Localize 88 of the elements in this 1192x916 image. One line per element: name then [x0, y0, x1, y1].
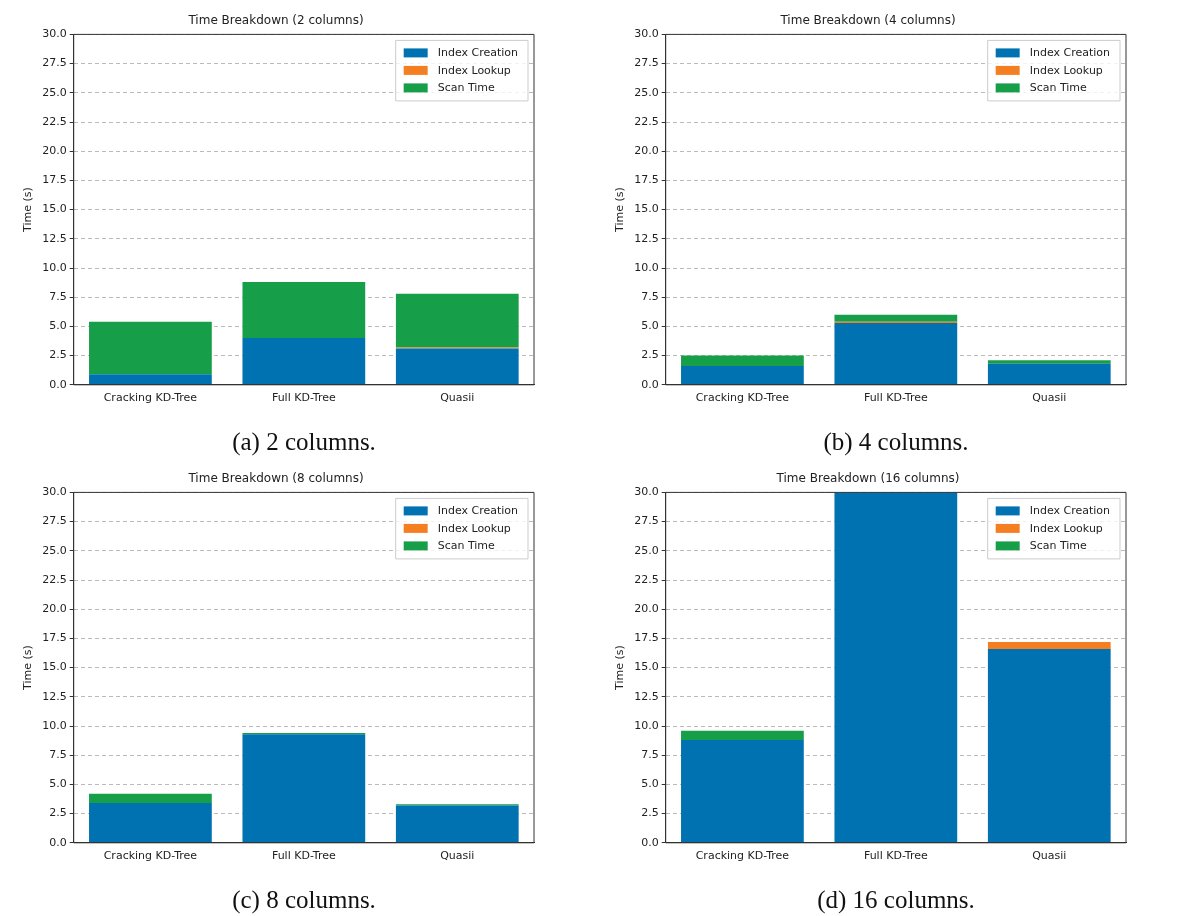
y-tick-label: 0.0: [641, 835, 659, 849]
x-tick-label: Quasii: [440, 849, 475, 863]
y-tick-label: 25.0: [42, 85, 67, 99]
y-tick-label: 10.0: [634, 260, 659, 274]
legend-label: Index Creation: [437, 46, 519, 60]
y-tick-label: 0.0: [49, 377, 67, 391]
y-tick-label: 15.0: [634, 660, 659, 674]
text: (c) 8 columns.: [231, 886, 377, 914]
y-tick-label: 12.5: [42, 689, 67, 703]
y-tick-label: 2.5: [641, 806, 659, 820]
y-tick-label: 27.5: [634, 56, 659, 70]
y-tick-label: 17.5: [42, 173, 67, 187]
y-tick-label: 17.5: [634, 631, 659, 645]
y-tick-label: 7.5: [641, 748, 659, 762]
y-tick-label: 15.0: [42, 660, 67, 674]
text: (b) 4 columns.: [822, 428, 970, 456]
chart-title: Time Breakdown (2 columns): [187, 13, 364, 28]
y-tick-label: 10.0: [42, 260, 67, 274]
y-tick-label: 17.5: [634, 173, 659, 187]
y-tick-label: 15.0: [634, 202, 659, 216]
y-tick-label: 20.0: [634, 144, 659, 158]
y-tick-label: 2.5: [641, 348, 659, 362]
legend-label: Index Lookup: [437, 63, 511, 77]
y-tick-label: 0.0: [49, 835, 67, 849]
y-tick-label: 22.5: [634, 572, 659, 586]
y-tick-label: 27.5: [42, 56, 67, 70]
legend-label: Index Lookup: [1029, 521, 1103, 535]
legend-label: Index Creation: [1029, 504, 1111, 518]
legend-label: Scan Time: [1029, 81, 1088, 95]
y-tick-label: 25.0: [42, 543, 67, 557]
legend-label: Index Lookup: [437, 521, 511, 535]
y-tick-label: 30.0: [634, 27, 659, 41]
legend-label: Scan Time: [437, 81, 496, 95]
x-tick-label: Cracking KD-Tree: [695, 849, 790, 863]
y-tick-label: 27.5: [42, 514, 67, 528]
y-tick-label: 12.5: [634, 689, 659, 703]
y-tick-label: 22.5: [42, 114, 67, 128]
y-tick-label: 7.5: [49, 748, 67, 762]
x-tick-label: Full KD-Tree: [271, 849, 337, 863]
y-tick-label: 25.0: [634, 543, 659, 557]
y-tick-label: 7.5: [641, 290, 659, 304]
y-tick-label: 20.0: [42, 144, 67, 158]
y-tick-label: 12.5: [634, 231, 659, 245]
x-tick-label: Full KD-Tree: [271, 391, 337, 405]
y-tick-label: 2.5: [49, 348, 67, 362]
chart-title: Time Breakdown (4 columns): [779, 13, 956, 28]
text: (a) 2 columns.: [231, 428, 377, 456]
legend-label: Scan Time: [1029, 539, 1088, 553]
y-tick-label: 5.0: [49, 777, 67, 791]
x-tick-label: Quasii: [1032, 849, 1067, 863]
y-tick-label: 2.5: [49, 806, 67, 820]
y-axis-title: Time (s): [21, 645, 35, 691]
y-tick-label: 30.0: [42, 27, 67, 41]
y-tick-label: 27.5: [634, 514, 659, 528]
y-axis-title: Time (s): [613, 645, 627, 691]
y-tick-label: 12.5: [42, 231, 67, 245]
text: (d) 16 columns.: [816, 886, 976, 914]
legend-label: Scan Time: [437, 539, 496, 553]
y-axis-title: Time (s): [21, 187, 35, 233]
y-axis-title: Time (s): [613, 187, 627, 233]
y-tick-label: 5.0: [641, 319, 659, 333]
y-tick-label: 7.5: [49, 290, 67, 304]
legend-label: Index Creation: [437, 504, 519, 518]
y-tick-label: 5.0: [641, 777, 659, 791]
y-tick-label: 20.0: [42, 602, 67, 616]
y-tick-label: 15.0: [42, 202, 67, 216]
x-tick-label: Full KD-Tree: [863, 849, 929, 863]
y-tick-label: 22.5: [634, 114, 659, 128]
x-tick-label: Cracking KD-Tree: [695, 391, 790, 405]
y-tick-label: 17.5: [42, 631, 67, 645]
y-tick-label: 20.0: [634, 602, 659, 616]
x-tick-label: Cracking KD-Tree: [103, 849, 198, 863]
legend-label: Index Lookup: [1029, 63, 1103, 77]
x-tick-label: Quasii: [440, 391, 475, 405]
chart-title: Time Breakdown (8 columns): [187, 471, 364, 486]
y-tick-label: 30.0: [42, 485, 67, 499]
x-tick-label: Quasii: [1032, 391, 1067, 405]
x-tick-label: Cracking KD-Tree: [103, 391, 198, 405]
chart-title: Time Breakdown (16 columns): [775, 471, 960, 486]
y-tick-label: 30.0: [634, 485, 659, 499]
y-tick-label: 5.0: [49, 319, 67, 333]
y-tick-label: 25.0: [634, 85, 659, 99]
y-tick-label: 0.0: [641, 377, 659, 391]
x-tick-label: Full KD-Tree: [863, 391, 929, 405]
y-tick-label: 10.0: [42, 718, 67, 732]
legend-label: Index Creation: [1029, 46, 1111, 60]
y-tick-label: 10.0: [634, 718, 659, 732]
y-tick-label: 22.5: [42, 572, 67, 586]
